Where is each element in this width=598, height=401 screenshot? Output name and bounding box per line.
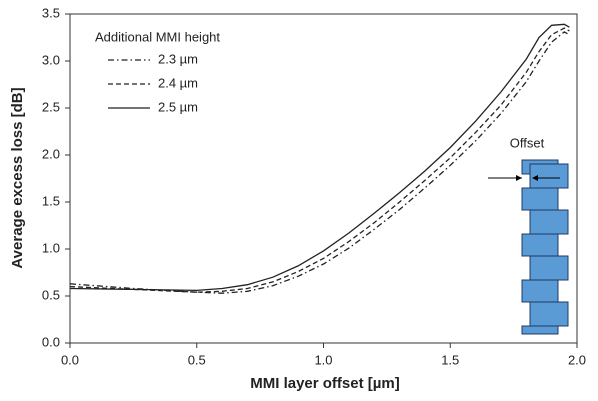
block — [521, 279, 559, 303]
legend-label: 2.5 µm — [158, 99, 198, 114]
y-tick-label: 3.0 — [42, 52, 60, 67]
x-tick-label: 0.0 — [61, 352, 79, 367]
legend-title: Additional MMI height — [95, 29, 220, 44]
line-series — [69, 31, 570, 294]
legend-label: 2.3 µm — [158, 51, 198, 66]
y-tick-label: 1.0 — [42, 240, 60, 255]
x-tick-label: 1.5 — [441, 352, 459, 367]
inset-diagram: Offset — [488, 135, 569, 335]
legend-label: 2.4 µm — [158, 75, 198, 90]
y-tick-label: 2.0 — [42, 146, 60, 161]
y-tick-label: 2.5 — [42, 99, 60, 114]
x-tick-label: 1.0 — [314, 352, 332, 367]
line-series — [69, 27, 570, 293]
arrow-head — [516, 175, 522, 181]
inset-label: Offset — [510, 135, 545, 150]
block — [529, 255, 569, 281]
block — [529, 163, 569, 189]
line-series — [69, 23, 570, 292]
y-tick-label: 0.0 — [42, 334, 60, 349]
y-axis-title: Average excess loss [dB] — [9, 87, 26, 268]
y-tick-label: 0.5 — [42, 287, 60, 302]
x-tick-label: 0.5 — [188, 352, 206, 367]
block — [529, 301, 569, 327]
block — [529, 209, 569, 235]
y-tick-label: 1.5 — [42, 193, 60, 208]
block — [521, 325, 559, 335]
block — [521, 233, 559, 257]
y-tick-label: 3.5 — [42, 5, 60, 20]
block — [521, 187, 559, 211]
x-tick-label: 2.0 — [568, 352, 586, 367]
x-axis-title: MMI layer offset [µm] — [250, 375, 400, 392]
arrow-head — [532, 175, 538, 181]
